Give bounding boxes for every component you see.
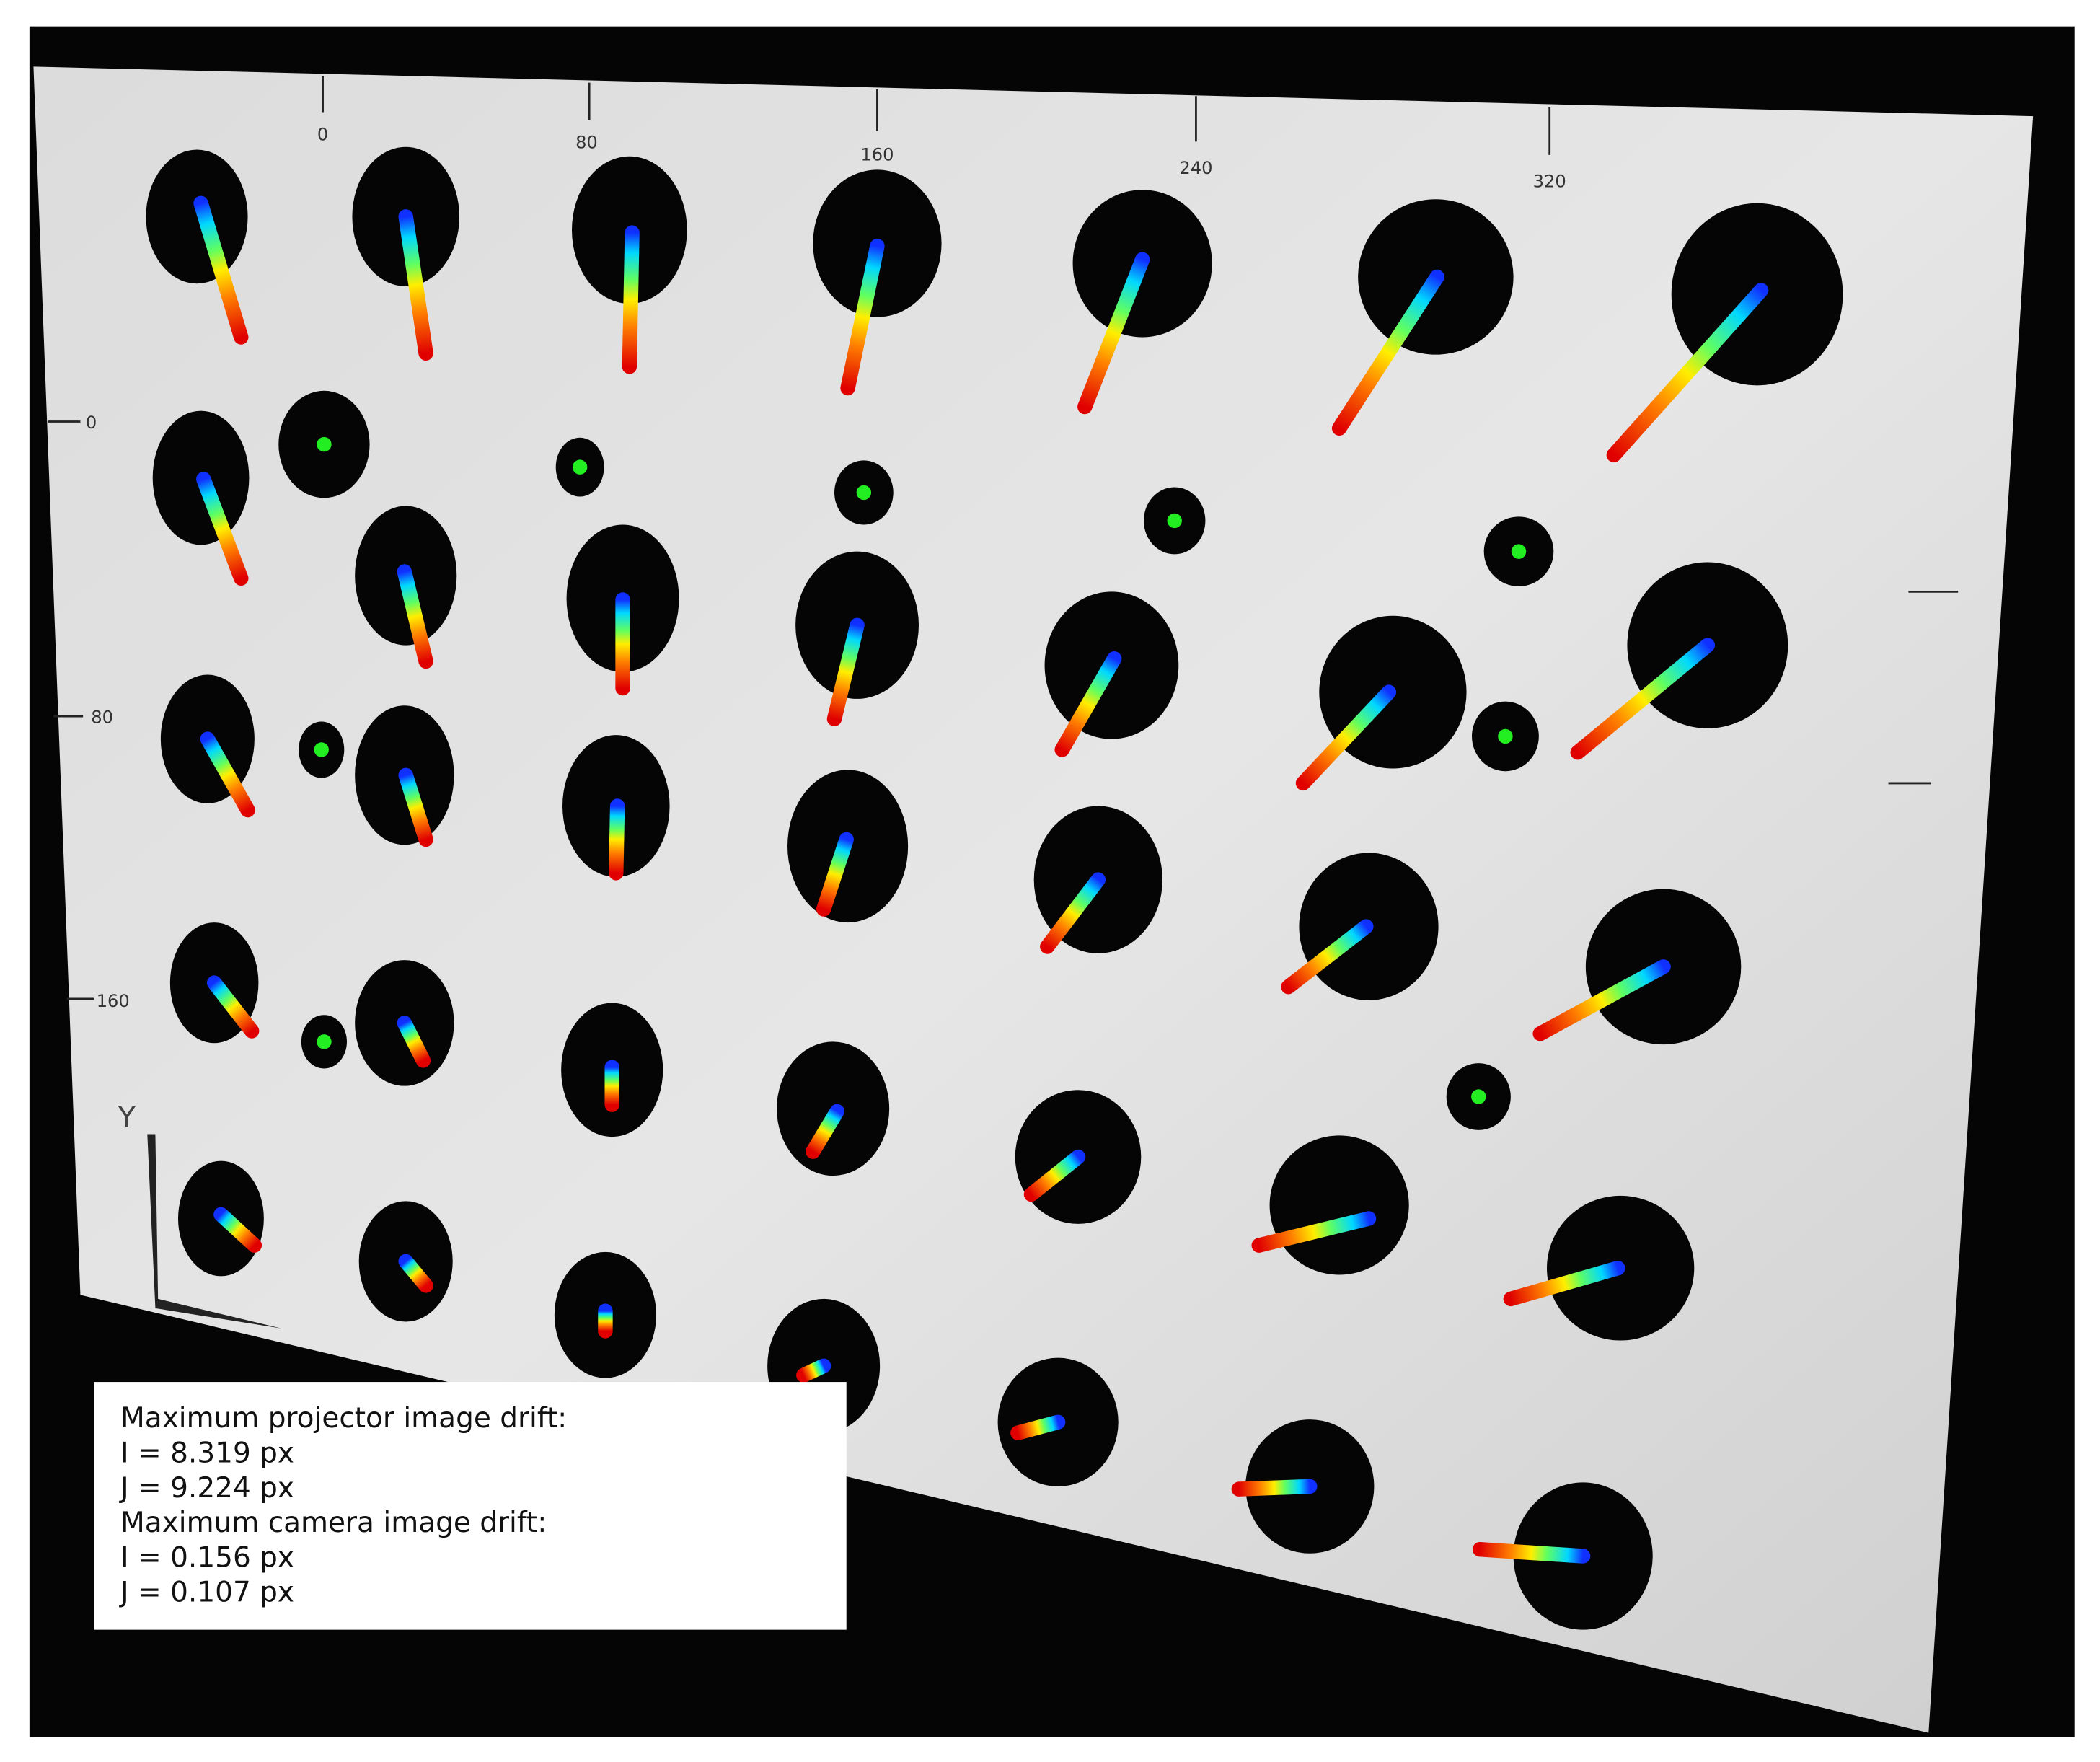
ruler-label: 80 [91,707,113,727]
drift-track [816,832,854,917]
drift-track [398,209,433,361]
drift-track [796,1358,831,1383]
ruler-label: 320 [1533,172,1566,192]
drift-track [398,1254,433,1293]
drift-text: J = 0.107 px [118,1577,294,1609]
drift-track [806,1104,844,1159]
drift-track [609,798,625,881]
drift-box [94,1382,847,1630]
reference-center [1471,1089,1486,1104]
drift-track [196,472,249,586]
board-ruler [48,76,1959,1000]
drift-track [826,617,865,726]
drift-text: I = 8.319 px [120,1437,294,1469]
drift-track [193,195,249,345]
drift-track [1251,1211,1377,1253]
drift-track [1331,269,1444,436]
drift-track [622,225,640,374]
drift-track [1023,1149,1086,1202]
reference-center [317,1034,332,1049]
axis-corner [147,1134,281,1329]
calibration-board [33,66,2034,1733]
ruler-label: 240 [1179,158,1212,178]
targets [146,146,1843,1630]
ruler-label: 0 [86,413,97,433]
drift-track [1077,252,1150,415]
drift-text: J = 9.224 px [118,1472,294,1505]
ruler-label: 160 [860,144,894,164]
drift-track [1503,1261,1625,1307]
reference-center [1511,544,1527,559]
drift-text: Maximum camera image drift: [120,1507,547,1539]
reference-center [1167,513,1182,529]
drift-track [1532,959,1671,1041]
reference-center [572,459,588,475]
drift-track [213,1207,262,1253]
drift-track [206,975,260,1039]
target-dot [146,149,248,284]
drift-text: Maximum projector image drift: [120,1402,567,1435]
ruler-label: 0 [317,125,328,145]
drift-track [840,239,885,396]
drift-track [1054,651,1122,757]
target-dot [1269,1135,1409,1275]
reference-center [856,485,872,501]
reference-center [317,436,332,452]
ruler-label: 160 [97,991,130,1011]
drift-text: I = 0.156 px [120,1541,294,1574]
drift-track [1040,872,1106,954]
ruler-label: 80 [575,133,598,153]
drift-track [1472,1542,1591,1564]
reference-center [1498,728,1513,744]
drift-track [397,564,433,669]
drift-track [1281,919,1374,995]
drift-track [1606,283,1769,463]
reference-center [314,742,329,757]
drift-track [200,731,255,818]
drift-track [397,1016,431,1068]
drift-track [1570,638,1716,760]
drift-track [1295,684,1397,791]
drift-track [1010,1414,1066,1440]
drift-track [398,767,433,847]
drift-track [1231,1479,1318,1497]
axis-label: Y [117,1100,136,1135]
